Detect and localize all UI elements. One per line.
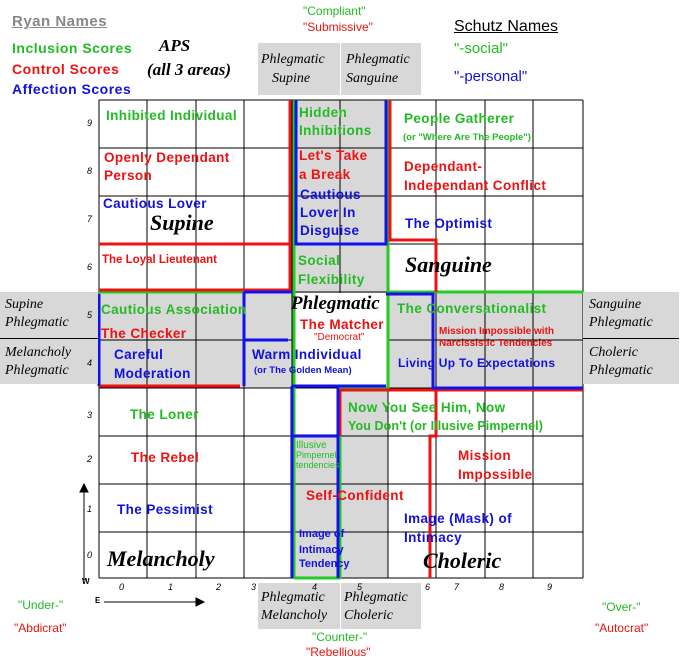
cautious-lover-disguise-label-3: Disguise	[300, 223, 360, 238]
w-axis-label: W	[82, 577, 90, 586]
x-tick-0: 0	[119, 582, 125, 592]
where-are-the-people-label: (or "Where Are The People")	[403, 132, 531, 143]
y-tick-0: 0	[87, 550, 93, 560]
the-loner-label: The Loner	[130, 407, 199, 422]
cautious-lover-label: Cautious Lover	[103, 196, 207, 211]
x-tick-7: 7	[454, 582, 460, 592]
illusive-label-2: Pimpernel	[296, 450, 337, 460]
mission-impossible-narc-label-1: Mission Impossible with	[439, 326, 555, 337]
image-intimacy-label-2: Intimacy	[299, 544, 344, 556]
aps-subtitle: (all 3 areas)	[147, 60, 232, 79]
sanguine-label: Sanguine	[405, 252, 492, 277]
openly-dependant-label-2: Person	[104, 168, 153, 183]
lets-take-break-label-1: Let's Take	[299, 148, 368, 163]
y-tick-5: 5	[87, 310, 93, 320]
the-pessimist-label: The Pessimist	[117, 502, 213, 517]
living-up-label: Living Up To Expectations	[398, 356, 556, 370]
melancholy-label: Melancholy	[107, 546, 215, 571]
bottom-left-side-box: Phlegmatic Melancholy	[258, 583, 340, 629]
inhibited-individual-label: Inhibited Individual	[106, 108, 237, 123]
personal-legend: "-personal"	[454, 68, 528, 85]
x-tick-4: 4	[312, 582, 318, 592]
illusive-label-3: tendencies	[296, 460, 340, 470]
cautious-lover-disguise-label-2: Lover In	[300, 205, 356, 220]
under-label: "Under-"	[18, 598, 64, 612]
x-tick-8: 8	[499, 582, 505, 592]
social-flexibility-label-1: Social	[298, 253, 341, 268]
cautious-lover-disguise-label-1: Cautious	[300, 187, 361, 202]
y-tick-7: 7	[87, 214, 93, 224]
affection-legend: Affection Scores	[12, 81, 132, 97]
people-gatherer-label: People Gatherer	[404, 111, 515, 126]
openly-dependant-label-1: Openly Dependant	[104, 150, 230, 165]
social-legend: "-social"	[454, 40, 508, 57]
now-you-see-label-2: You Don't (or Illusive Pimpernel)	[348, 419, 543, 433]
illusive-label-1: Illusive	[296, 440, 327, 451]
phlegmatic-label: Phlegmatic	[291, 293, 380, 314]
inclusion-legend: Inclusion Scores	[12, 40, 133, 56]
y-tick-1: 1	[87, 504, 93, 514]
aps-title: APS	[159, 36, 191, 55]
y-tick-4: 4	[87, 358, 93, 368]
mission-impossible-label-2: Impossible	[458, 467, 533, 482]
compliant-label: "Compliant"	[303, 4, 366, 18]
over-label: "Over-"	[602, 600, 641, 614]
warm-individual-label: Warm Individual	[252, 347, 362, 362]
image-mask-label-1: Image (Mask) of	[404, 511, 513, 526]
hidden-inhibitions-label-1: Hidden	[299, 105, 348, 120]
y-tick-8: 8	[87, 166, 93, 176]
abdicrat-label: "Abdicrat"	[14, 621, 67, 635]
y-tick-3: 3	[87, 410, 93, 420]
self-confident-label: Self-Confident	[306, 488, 404, 503]
image-intimacy-label-1: Image of	[299, 528, 345, 540]
careful-moderation-label-1: Careful	[114, 347, 164, 362]
top-left-side-box: Phlegmatic Supine	[258, 43, 340, 95]
x-tick-3: 3	[251, 582, 257, 592]
left-side-box: Supine Phlegmatic Melancholy Phlegmatic	[0, 292, 98, 384]
x-tick-1: 1	[168, 582, 174, 592]
schutz-names-heading: Schutz Names	[454, 18, 559, 35]
golden-mean-label: (or The Golden Mean)	[254, 365, 352, 376]
bottom-right-side-box: Phlegmatic Choleric	[341, 583, 421, 629]
x-tick-2: 2	[216, 582, 222, 592]
the-conversationalist-label: The Conversationalist	[397, 301, 547, 316]
the-optimist-label: The Optimist	[405, 216, 493, 231]
image-intimacy-label-3: Tendency	[299, 558, 350, 570]
social-flexibility-label-2: Flexibility	[298, 272, 365, 287]
choleric-label: Choleric	[423, 548, 502, 573]
x-tick-6: 6	[425, 582, 431, 592]
ryan-names-heading: Ryan Names	[12, 13, 108, 30]
the-rebel-label: The Rebel	[131, 450, 200, 465]
y-tick-9: 9	[87, 118, 93, 128]
x-tick-5: 5	[357, 582, 363, 592]
lets-take-break-label-2: a Break	[299, 167, 351, 182]
now-you-see-label-1: Now You See Him, Now	[348, 400, 506, 415]
counter-label: "Counter-"	[312, 630, 368, 644]
careful-moderation-label-2: Moderation	[114, 366, 191, 381]
supine-label: Supine	[150, 210, 214, 235]
autocrat-label: "Autocrat"	[595, 621, 649, 635]
y-tick-6: 6	[87, 262, 93, 272]
dependant-independant-label-2: Independant Conflict	[404, 178, 547, 193]
e-axis-label: E	[95, 596, 101, 605]
hidden-inhibitions-label-2: Inhibitions	[299, 123, 372, 138]
rebellious-label: "Rebellious"	[306, 645, 371, 659]
control-legend: Control Scores	[12, 61, 120, 77]
dependant-independant-label-1: Dependant-	[404, 159, 483, 174]
cautious-association-label: Cautious Association	[101, 302, 247, 317]
x-tick-9: 9	[547, 582, 553, 592]
loyal-lieutenant-label: The Loyal Lieutenant	[102, 254, 218, 266]
image-mask-label-2: Intimacy	[404, 530, 462, 545]
right-side-box: Sanguine Phlegmatic Choleric Phlegmatic	[583, 292, 679, 384]
top-right-side-box: Phlegmatic Sanguine	[341, 43, 421, 95]
the-matcher-label: The Matcher	[300, 317, 384, 332]
submissive-label: "Submissive"	[303, 20, 373, 34]
y-tick-2: 2	[87, 454, 93, 464]
democrat-label: "Democrat"	[314, 332, 365, 343]
mission-impossible-label-1: Mission	[458, 448, 512, 463]
mission-impossible-narc-label-2: Narcissistic Tendencies	[439, 338, 553, 349]
the-checker-label: The Checker	[101, 326, 187, 341]
